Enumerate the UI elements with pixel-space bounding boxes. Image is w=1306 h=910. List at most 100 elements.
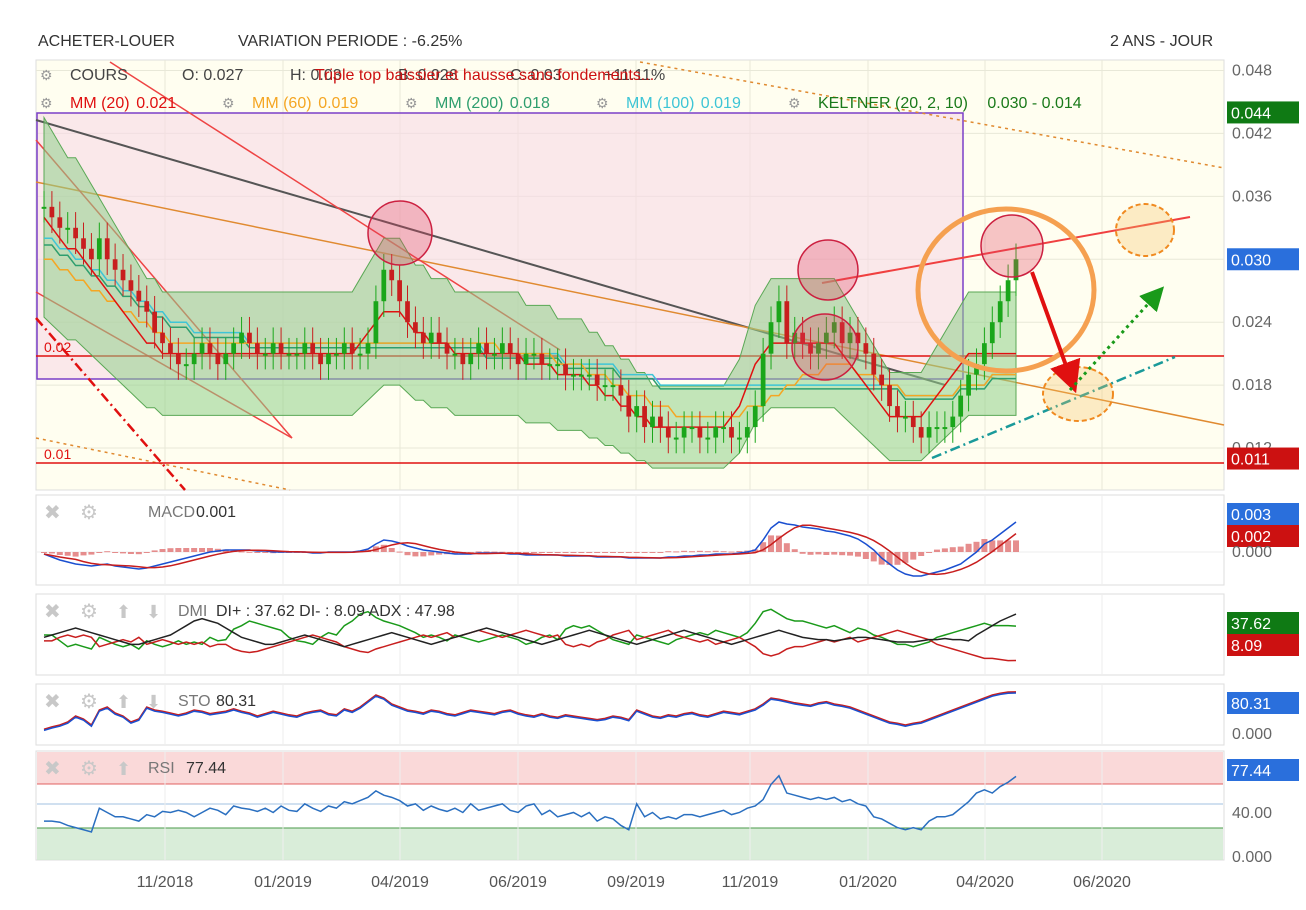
gear-icon: ⚙: [222, 95, 235, 111]
macd-histogram-bar: [64, 552, 71, 556]
candle-body: [373, 301, 379, 344]
candle-body: [452, 353, 458, 356]
indicator-badge-label: 0.003: [1231, 507, 1271, 524]
candle-body: [120, 269, 126, 281]
macd-histogram-bar: [989, 540, 996, 552]
price-badge: [1227, 447, 1299, 470]
candle-body: [41, 206, 47, 209]
indicator-legend-label: MM (100): [626, 95, 694, 112]
indicator-badge: [1227, 759, 1299, 781]
indicator-legend: ⚙ MM (20) 0.021 ⚙ MM (60) 0.019 ⚙ MM (200) 0.018…: [40, 95, 1082, 112]
candle-body: [318, 353, 323, 365]
indicator-badge-label: 8.09: [1231, 638, 1262, 655]
legend-high: H: 0.03: [290, 67, 342, 84]
macd-histogram-bar: [80, 552, 87, 556]
arrow-down-icon: ⬇: [146, 602, 161, 622]
candle-body: [144, 301, 150, 312]
macd-histogram-bar: [594, 552, 601, 553]
candle-body: [958, 395, 964, 417]
macd-histogram-bar: [847, 552, 854, 556]
sto-line: [43, 692, 1017, 732]
candle-body: [555, 364, 561, 367]
gear-icon[interactable]: ⚙: [40, 67, 53, 83]
sto-value: 80.31: [216, 693, 256, 710]
candle-body: [215, 353, 221, 365]
candle-body: [760, 353, 766, 407]
candle-body: [942, 427, 948, 430]
legend-cours: COURS: [70, 67, 128, 84]
candle-body: [823, 332, 829, 344]
macd-histogram-bar: [143, 552, 150, 553]
dmi-panel: ✖ ⚙ ⬆ ⬇ DMI DI+ : 37.62 DI- : 8.09 ADX : 47.9…: [35, 593, 1299, 676]
indicator-legend-value: 0.019: [701, 95, 741, 112]
macd-histogram-bar: [1013, 540, 1019, 552]
macd-histogram-bar: [941, 548, 948, 552]
macd-histogram-bar: [436, 552, 443, 555]
legend-close: C: 0.03: [510, 67, 562, 84]
dmi-panel-frame: [35, 593, 1225, 676]
macd-histogram-bar: [262, 552, 269, 553]
macd-histogram-bar: [546, 552, 553, 553]
x-axis-label: 11/2018: [137, 874, 194, 891]
candle-body: [302, 343, 308, 354]
gear-icon: ⚙: [80, 758, 98, 780]
close-icon: ✖: [44, 691, 61, 713]
header-variation: VARIATION PERIODE : -6.25%: [238, 33, 462, 50]
macd-histogram-bar: [483, 551, 490, 553]
candle-body: [863, 343, 869, 354]
candle-body: [175, 353, 181, 365]
macd-histogram-bar: [112, 552, 119, 553]
candle-body: [847, 332, 853, 344]
macd-histogram-bar: [657, 552, 664, 553]
macd-histogram-bar: [689, 551, 695, 553]
main-legend: ⚙ COURS O: 0.027 H: 0.03 B: 0.026 C: 0.0…: [40, 67, 665, 84]
macd-signal-line: [43, 524, 1017, 576]
macd-histogram-bar: [981, 539, 988, 552]
top-circle-2: [797, 239, 859, 301]
indicator-badge: [1227, 503, 1299, 525]
candle-body: [982, 343, 987, 365]
candle-body: [610, 385, 616, 388]
macd-histogram-bar: [428, 552, 435, 556]
macd-histogram-bar: [617, 552, 624, 553]
candle-body: [152, 311, 158, 333]
macd-histogram-bar: [665, 551, 672, 553]
candle-body: [918, 427, 924, 438]
price-axis: 0.0480.0420.0360.0300.0240.0180.0120.044…: [1227, 62, 1299, 470]
macd-histogram-bar: [420, 552, 427, 557]
macd-histogram-bar: [823, 552, 830, 555]
candle-body: [357, 353, 363, 356]
candle-body: [784, 301, 790, 344]
candle-body: [136, 290, 142, 302]
level-label-low: 0.01: [44, 446, 71, 462]
macd-histogram-bar: [191, 548, 198, 552]
candle-body: [436, 332, 442, 344]
indicator-legend-value: 0.030 - 0.014: [987, 95, 1081, 112]
macd-histogram-bar: [570, 552, 577, 553]
candle-body: [349, 343, 355, 354]
macd-histogram-bar: [894, 552, 901, 565]
candle-body: [468, 353, 474, 365]
macd-histogram-bar: [760, 542, 767, 552]
macd-histogram-bar: [1005, 540, 1012, 552]
candle-body: [744, 427, 750, 438]
macd-histogram-bar: [586, 552, 593, 553]
candle-body: [650, 416, 655, 428]
candle-body: [420, 332, 426, 344]
candle-body: [239, 332, 244, 344]
candle-body: [974, 364, 979, 375]
macd-histogram-bar: [183, 548, 190, 552]
candle-body: [207, 343, 213, 354]
candle-body: [96, 238, 102, 260]
macd-histogram-bar: [562, 552, 569, 553]
candle-body: [887, 385, 892, 407]
candle-body: [705, 437, 711, 440]
macd-label: MACD: [148, 504, 195, 521]
macd-histogram-bar: [854, 552, 861, 557]
macd-histogram-bar: [175, 548, 182, 552]
macd-histogram-bar: [704, 551, 711, 553]
indicator-legend-label: MM (200): [435, 95, 503, 112]
candle-body: [934, 427, 940, 430]
